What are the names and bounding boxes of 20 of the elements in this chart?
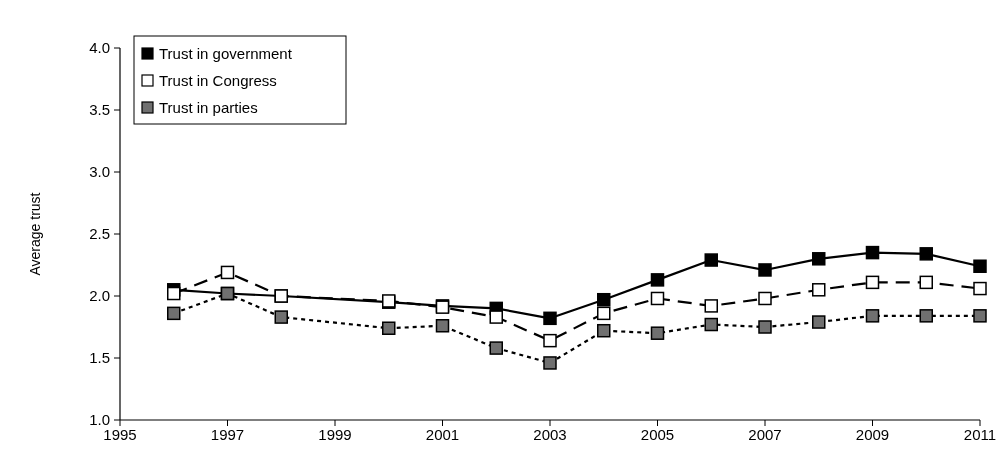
- x-tick-label: 2009: [855, 426, 890, 443]
- y-tick-label: 1.5: [89, 349, 110, 366]
- y-tick-label: 1.0: [89, 411, 110, 428]
- y-tick-label: 3.0: [89, 163, 110, 180]
- x-tick-label: 1997: [210, 426, 245, 443]
- x-tick-label: 2001: [425, 426, 460, 443]
- x-tick-label: 2011: [963, 426, 997, 443]
- y-tick-label: 3.5: [89, 101, 110, 118]
- y-axis-title: Average trust: [27, 192, 43, 276]
- legend-label: Trust in government: [159, 45, 293, 62]
- y-tick-label: 2.5: [89, 225, 110, 242]
- y-tick-label: 2.0: [89, 287, 110, 304]
- y-tick-label: 4.0: [89, 39, 110, 56]
- x-tick-label: 2003: [533, 426, 567, 443]
- x-tick-label: 2007: [748, 426, 782, 443]
- legend-label: Trust in Congress: [159, 72, 277, 89]
- x-tick-label: 1999: [318, 426, 352, 443]
- x-tick-label: 1995: [103, 426, 137, 443]
- x-tick-label: 2005: [640, 426, 675, 443]
- legend-label: Trust in parties: [159, 99, 258, 116]
